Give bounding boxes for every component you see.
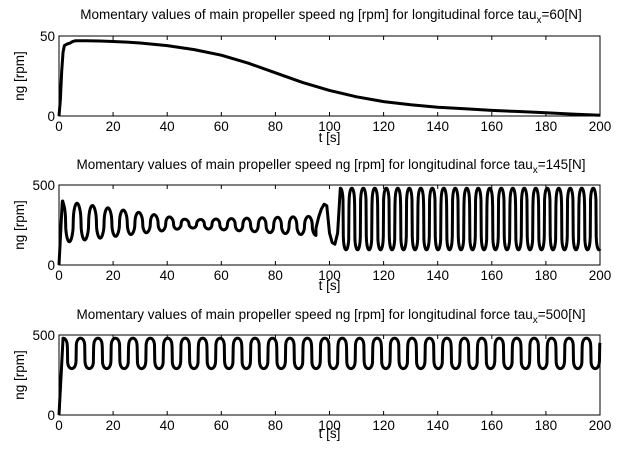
chart-panel-3: Momentary values of main propeller speed… <box>12 307 611 441</box>
x-tick-label: 60 <box>214 418 229 433</box>
series-line <box>57 186 602 266</box>
y-tick-label: 0 <box>47 109 55 124</box>
chart-title-main: Momentary values of main propeller speed… <box>77 307 533 322</box>
chart-title: Momentary values of main propeller speed… <box>77 157 586 176</box>
x-tick-label: 140 <box>426 418 449 433</box>
x-tick-label: 80 <box>268 268 283 283</box>
x-axis-label: t [s] <box>319 426 341 441</box>
y-axis-label: ng [rpm] <box>12 51 27 101</box>
x-tick-label: 160 <box>481 119 504 134</box>
x-tick-label: 100 <box>318 119 341 134</box>
x-tick-label: 20 <box>106 268 121 283</box>
x-tick-label: 100 <box>318 268 341 283</box>
chart-panels: Momentary values of main propeller speed… <box>12 7 611 441</box>
chart-title-suffix: =60[N] <box>542 7 582 22</box>
x-tick-label: 200 <box>589 418 612 433</box>
y-tick-label: 0 <box>47 258 55 273</box>
chart-panel-2: Momentary values of main propeller speed… <box>12 157 611 293</box>
chart-title: Momentary values of main propeller speed… <box>77 307 586 326</box>
y-tick-label: 0 <box>47 408 55 423</box>
x-tick-label: 40 <box>160 119 175 134</box>
x-tick-label: 120 <box>372 268 395 283</box>
x-tick-label: 0 <box>55 268 63 283</box>
x-tick-label: 160 <box>481 418 504 433</box>
x-tick-label: 120 <box>372 418 395 433</box>
x-tick-label: 100 <box>318 418 341 433</box>
x-tick-label: 40 <box>160 418 175 433</box>
series-line <box>57 336 602 416</box>
x-tick-label: 20 <box>106 119 121 134</box>
x-axis-label: t [s] <box>319 278 341 293</box>
x-tick-label: 120 <box>372 119 395 134</box>
y-tick-label: 500 <box>32 328 55 343</box>
x-tick-label: 140 <box>426 268 449 283</box>
y-axis-label: ng [rpm] <box>12 350 27 400</box>
chart-title-suffix: =500[N] <box>538 307 586 322</box>
chart-title-main: Momentary values of main propeller speed… <box>77 157 533 172</box>
x-tick-label: 200 <box>589 119 612 134</box>
x-tick-label: 180 <box>535 268 558 283</box>
y-axis-label: ng [rpm] <box>12 200 27 250</box>
x-tick-label: 180 <box>535 119 558 134</box>
x-tick-label: 0 <box>55 418 63 433</box>
x-axis-label: t [s] <box>319 130 341 145</box>
x-tick-label: 200 <box>589 268 612 283</box>
y-tick-label: 50 <box>40 29 55 44</box>
x-tick-label: 60 <box>214 268 229 283</box>
chart-title: Momentary values of main propeller speed… <box>80 7 581 26</box>
chart-title-main: Momentary values of main propeller speed… <box>80 7 536 22</box>
x-tick-label: 180 <box>535 418 558 433</box>
x-tick-label: 140 <box>426 119 449 134</box>
chart-panel-1: Momentary values of main propeller speed… <box>12 7 611 145</box>
x-tick-label: 160 <box>481 268 504 283</box>
chart-title-subscript: x <box>537 15 542 26</box>
x-tick-label: 20 <box>106 418 121 433</box>
chart-title-subscript: x <box>533 165 538 176</box>
chart-title-suffix: =145[N] <box>538 157 586 172</box>
x-tick-label: 80 <box>268 119 283 134</box>
x-tick-label: 60 <box>214 119 229 134</box>
x-tick-label: 0 <box>55 119 63 134</box>
x-tick-label: 80 <box>268 418 283 433</box>
chart-title-subscript: x <box>533 315 538 326</box>
x-tick-label: 40 <box>160 268 175 283</box>
series-line <box>57 39 601 117</box>
y-tick-label: 500 <box>32 178 55 193</box>
